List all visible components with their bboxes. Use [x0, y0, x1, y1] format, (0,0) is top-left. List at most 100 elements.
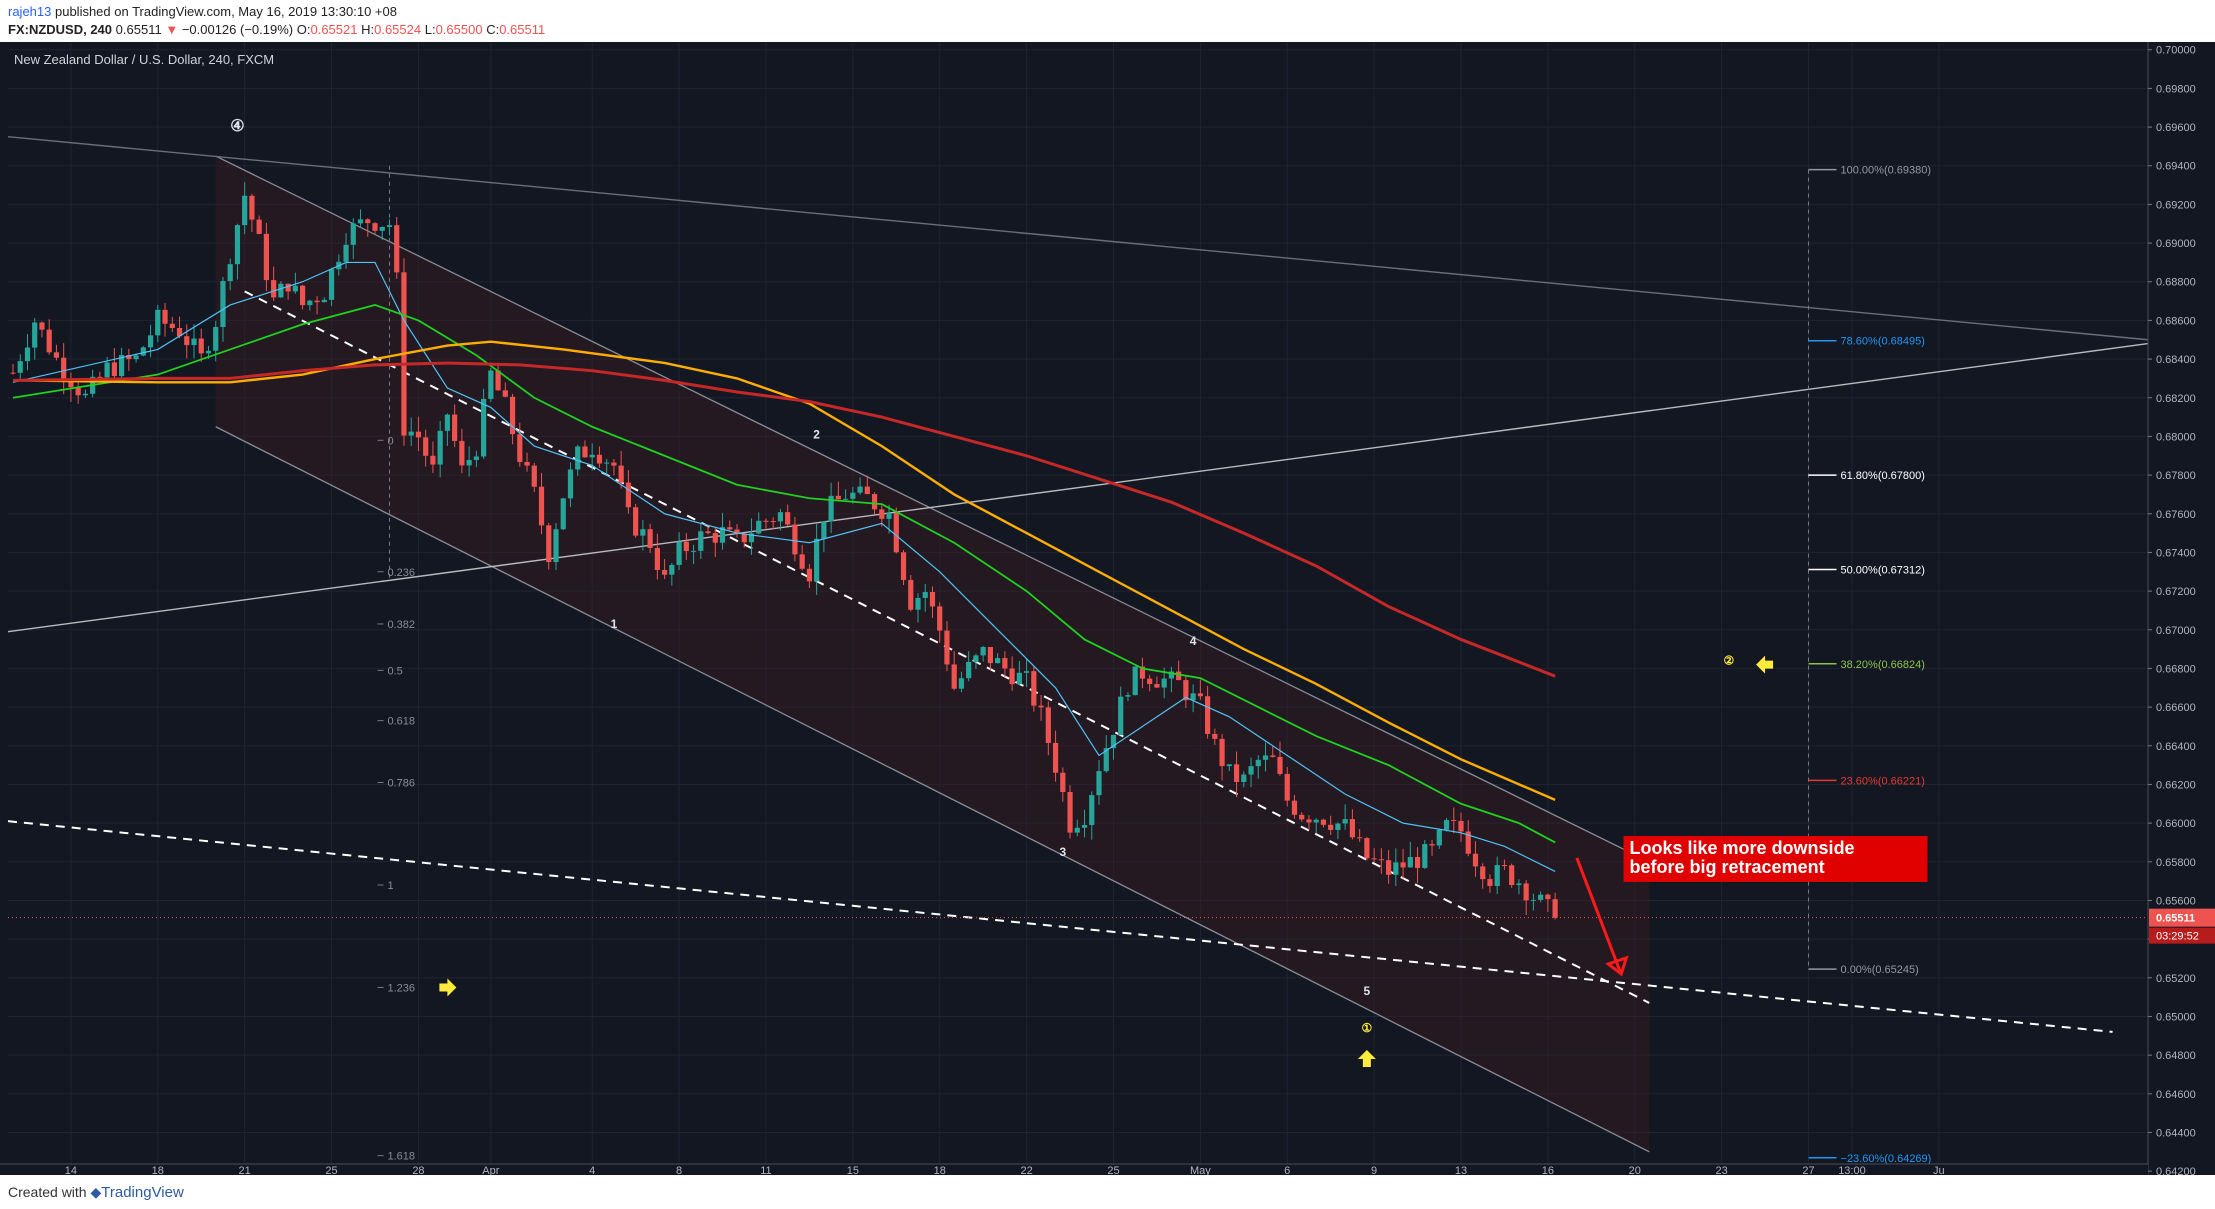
candle-body: [1060, 772, 1066, 793]
candle-body: [1284, 773, 1290, 801]
candle-body: [951, 664, 957, 689]
publish-info: rajeh13 published on TradingView.com, Ma…: [8, 4, 397, 19]
fib-ext-label: 1.236: [387, 982, 415, 994]
dashed-trendline: [7, 820, 2113, 1033]
countdown-badge: [2149, 927, 2215, 944]
time-tick-label: 9: [1371, 1165, 1377, 1175]
candles: [10, 182, 1558, 920]
candle-body: [300, 285, 306, 306]
wave-label: ④: [230, 118, 244, 135]
price-tick-label: 0.64400: [2156, 1127, 2196, 1139]
footer: Created with ◆TradingView: [8, 1184, 184, 1201]
time-tick-label: 28: [412, 1165, 424, 1175]
candle-body: [39, 322, 45, 330]
candle-body: [937, 606, 943, 631]
candle-body: [995, 658, 1001, 664]
fib-ret-label: −23.60%(0.64269): [1841, 1153, 1932, 1165]
high-value: 0.65524: [374, 22, 422, 37]
arrow-up-icon: [1357, 1049, 1376, 1067]
candle-body: [618, 465, 624, 483]
candle-body: [191, 338, 197, 346]
candle-body: [915, 597, 921, 610]
candle-body: [17, 361, 23, 373]
channel-fill: [215, 156, 1650, 1152]
time-tick-label: 13:00: [1838, 1165, 1866, 1175]
candle-body: [119, 355, 125, 377]
fib-ext-label: 0.786: [387, 778, 415, 790]
candle-body: [314, 300, 320, 303]
candle-body: [1371, 858, 1377, 860]
candle-body: [1197, 693, 1203, 697]
tradingview-logo-icon: ◆: [90, 1184, 102, 1200]
price-tick-label: 0.67800: [2156, 470, 2196, 482]
open-value: 0.65521: [310, 22, 358, 37]
price-tick-label: 0.68000: [2156, 431, 2196, 443]
candle-body: [1342, 819, 1348, 824]
candle-body: [1378, 859, 1384, 861]
created-with-text: Created with: [8, 1184, 87, 1200]
price-chart[interactable]: 0 0.236 0.382 0.5 0.618 0.786 1 1.236 1.618 100.0…: [0, 42, 2215, 1175]
candle-body: [1016, 672, 1022, 685]
candle-body: [502, 390, 508, 397]
candle-body: [481, 398, 487, 457]
candle-body: [763, 520, 769, 522]
candle-body: [495, 370, 501, 391]
time-tick-label: 6: [1284, 1165, 1290, 1175]
fib-ext-label: 0.382: [387, 619, 415, 631]
candle-body: [596, 454, 603, 464]
time-tick-label: 14: [65, 1165, 77, 1175]
candle-body: [828, 495, 834, 522]
candle-body: [1451, 820, 1457, 822]
candle-body: [553, 529, 559, 563]
time-tick-label: 25: [325, 1165, 337, 1175]
candle-body: [213, 327, 219, 351]
price-tick-label: 0.70000: [2156, 45, 2196, 57]
candle-body: [893, 513, 899, 553]
candle-body: [1176, 671, 1182, 681]
candle-body: [748, 533, 755, 543]
last-price: 0.65511: [115, 22, 162, 37]
candle-body: [46, 329, 52, 353]
candle-body: [1045, 707, 1051, 743]
fib-ext-label: 0: [387, 435, 393, 447]
candle-body: [155, 309, 161, 336]
price-axis-bg: [2148, 42, 2215, 1175]
publisher-link[interactable]: rajeh13: [8, 4, 52, 19]
candle-body: [408, 431, 414, 436]
low-label: L:: [424, 22, 436, 37]
low-value: 0.65500: [435, 22, 483, 37]
candle-body: [328, 269, 335, 300]
published-text: published on TradingView.com, May 16, 20…: [51, 4, 397, 19]
wave-label: 4: [1190, 634, 1197, 648]
candle-body: [147, 335, 154, 348]
candle-body: [705, 531, 711, 534]
candle-body: [871, 494, 878, 510]
candle-body: [97, 376, 103, 378]
fib-ext-label: 1: [387, 880, 393, 892]
symbol-info: FX:NZDUSD, 240 0.65511 ▼ −0.00126 (−0.19…: [8, 22, 545, 37]
candle-body: [1443, 820, 1450, 830]
candle-body: [633, 507, 639, 536]
time-tick-label: 25: [1107, 1165, 1119, 1175]
candle-body: [741, 533, 747, 543]
chart-panel[interactable]: 0 0.236 0.382 0.5 0.618 0.786 1 1.236 1.618 100.0…: [0, 42, 2215, 1175]
candle-body: [1009, 668, 1015, 685]
time-tick-label: 13: [1455, 1165, 1467, 1175]
candle-body: [1205, 696, 1211, 734]
candle-body: [1465, 831, 1471, 854]
grid: [8, 42, 2148, 1172]
annotation-text: Looks like more downside: [1630, 838, 1855, 858]
candle-body: [625, 482, 631, 508]
candle-body: [958, 678, 965, 689]
time-tick-label: 18: [152, 1165, 164, 1175]
brand-link[interactable]: TradingView: [101, 1184, 184, 1201]
candle-body: [604, 462, 610, 464]
candle-body: [126, 355, 132, 360]
fib-ret-label: 50.00%(0.67312): [1841, 564, 1925, 576]
candle-body: [1349, 819, 1355, 838]
price-tick-label: 0.64600: [2156, 1089, 2196, 1101]
price-tick-label: 0.67600: [2156, 509, 2196, 521]
candle-body: [1089, 795, 1095, 825]
fib-ret-label: 78.60%(0.68495): [1841, 336, 1925, 348]
candle-body: [1422, 844, 1428, 868]
